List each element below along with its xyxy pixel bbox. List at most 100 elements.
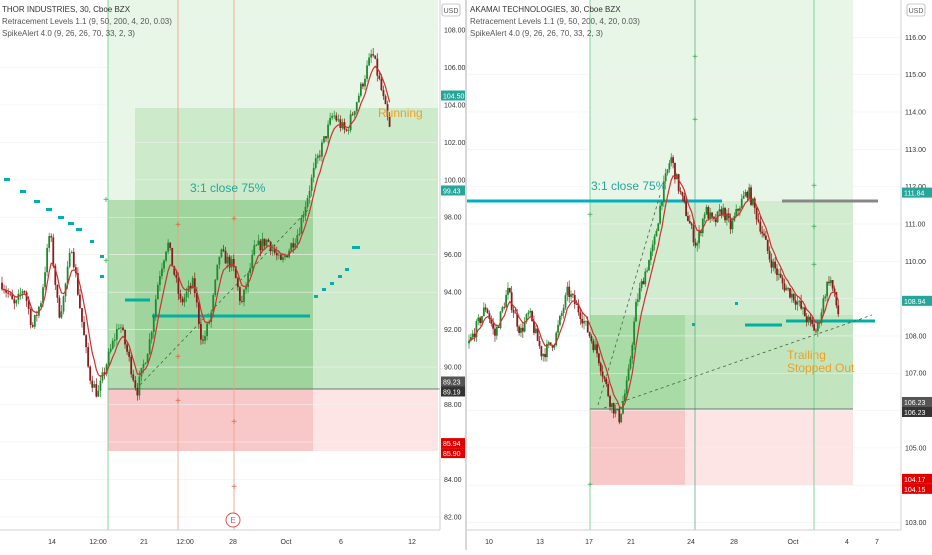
candle-body	[763, 233, 765, 236]
candle-body	[146, 353, 149, 363]
candle-body	[226, 256, 229, 264]
candle-body	[97, 390, 100, 397]
candle-body	[623, 393, 626, 402]
price-gridlines	[467, 37, 901, 523]
x-tick-label: 13	[536, 539, 544, 546]
candle-body	[23, 291, 26, 293]
candle-body	[688, 220, 691, 224]
candle-body	[58, 297, 61, 318]
candle-body	[355, 102, 358, 112]
price-badge-bg	[902, 483, 932, 494]
candle-body	[142, 364, 145, 368]
price-badge-bg	[441, 438, 465, 449]
x-tick-label: 10	[485, 539, 493, 546]
y-tick-label: 111.00	[905, 221, 925, 228]
candle-body	[618, 409, 621, 423]
candle-body	[132, 374, 135, 381]
candle-body	[622, 401, 624, 414]
candle-body	[257, 240, 260, 246]
candle-body	[333, 115, 336, 117]
candle-body	[169, 242, 172, 248]
candle-body	[755, 207, 758, 220]
candle-body	[202, 339, 204, 341]
candle-body	[220, 249, 223, 257]
candle-body	[514, 312, 517, 314]
candle-body	[777, 273, 780, 275]
price-gridlines	[0, 29, 440, 518]
earnings-letter: E	[230, 516, 235, 525]
candle-body	[746, 191, 749, 198]
candle-body	[103, 372, 106, 374]
candle-body	[316, 155, 319, 159]
candle-body	[601, 371, 604, 377]
y-tick-label: 107.00	[905, 371, 927, 378]
candle-body	[296, 234, 299, 244]
candle-body	[5, 290, 8, 293]
price-badge-label: 104.17	[904, 477, 926, 484]
active-profit-zone	[590, 315, 685, 409]
y-tick-label: 96.00	[444, 252, 462, 259]
candle-body	[828, 281, 830, 284]
candle-body	[553, 345, 556, 348]
candle-body	[516, 313, 519, 327]
stop-loss-zone	[685, 409, 853, 485]
svg-text:+: +	[587, 480, 593, 491]
candle-body	[42, 287, 44, 304]
candle-body	[265, 239, 268, 246]
candle-body	[349, 114, 352, 131]
price-badge-label: 104.15	[904, 487, 926, 494]
time-axis[interactable]: 10 13 17 21 24 28 Oct 4 7	[467, 529, 901, 550]
x-tick-label: 28	[229, 539, 237, 546]
x-tick-label: 14	[48, 539, 56, 546]
candle-body	[774, 261, 777, 269]
candle-body	[290, 243, 293, 251]
candle-body	[245, 287, 247, 290]
candle-body	[76, 273, 79, 295]
candle-body	[56, 284, 59, 298]
x-tick-label: 12	[408, 539, 416, 546]
candle-body	[364, 78, 366, 87]
price-badge-bg	[902, 295, 932, 306]
candle-body	[789, 288, 791, 298]
price-badge: 104.50	[441, 90, 465, 101]
time-axis[interactable]: 14 12:00 21 12:00 28 Oct 6 12	[0, 529, 440, 550]
candle-body	[243, 289, 245, 302]
candle-body	[544, 353, 546, 358]
candle-body	[607, 384, 610, 397]
candle-body	[382, 89, 385, 97]
candle-body	[267, 239, 270, 242]
candle-body	[218, 256, 221, 265]
price-axis[interactable]: USD 108.00 106.00 104.00 102.00 100.00 98.00 9…	[439, 0, 466, 530]
price-badge-label: 111.84	[904, 191, 924, 198]
candle-body	[636, 299, 639, 302]
candle-body	[21, 291, 24, 294]
moving-average-line	[1, 65, 391, 377]
candle-body	[475, 321, 478, 338]
candle-body	[816, 323, 819, 332]
candle-body	[648, 260, 650, 271]
earnings-marker[interactable]	[225, 512, 241, 528]
candle-body	[284, 255, 286, 258]
candle-body	[200, 323, 202, 340]
candle-body	[651, 244, 654, 252]
price-axis[interactable]: USD 116.00115.00114.00113.00112.00111.00…	[900, 0, 932, 530]
svg-text:+: +	[811, 222, 817, 233]
candle-body	[642, 281, 645, 285]
candle-body	[497, 326, 500, 328]
candle-body	[820, 312, 823, 323]
spike-alert-markers	[4, 178, 360, 298]
candle-body	[659, 205, 662, 224]
candle-body	[261, 238, 264, 251]
candle-body	[822, 298, 825, 313]
candle-body	[707, 207, 710, 219]
candle-body	[72, 251, 75, 268]
y-tick-label: 94.00	[444, 290, 462, 297]
candle-body	[631, 344, 634, 359]
candle-body	[584, 320, 587, 322]
svg-text:+: +	[103, 256, 109, 267]
candle-body	[473, 333, 476, 338]
candle-body	[683, 195, 686, 202]
candle-body	[536, 328, 539, 342]
price-badge: 111.84	[902, 187, 932, 198]
